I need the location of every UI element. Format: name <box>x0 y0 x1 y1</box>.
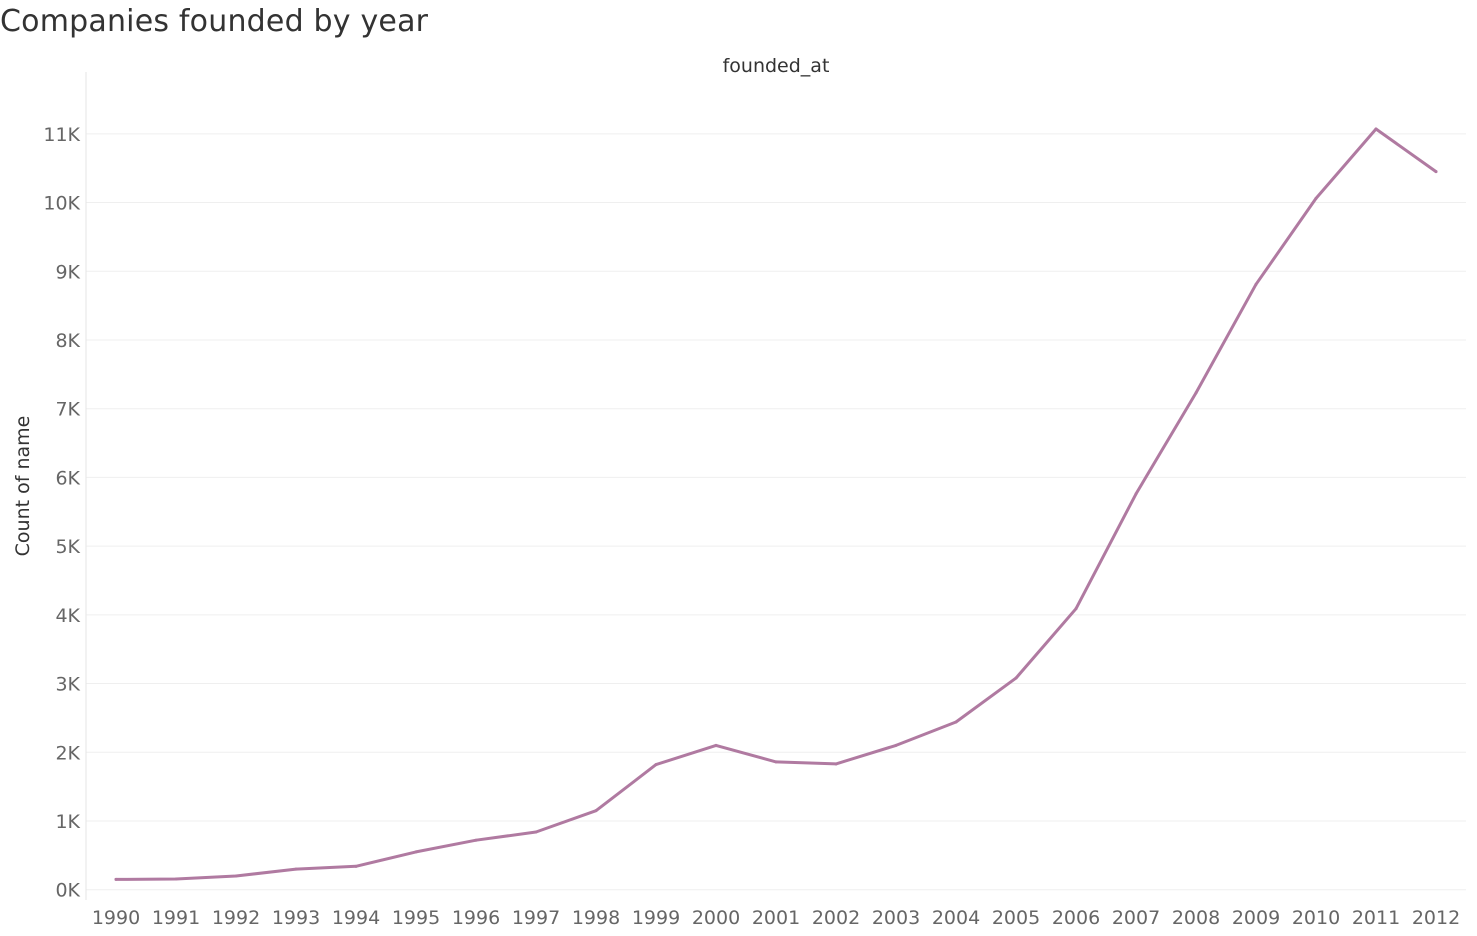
x-tick-label: 2006 <box>1052 907 1100 929</box>
x-tick-label: 2004 <box>932 907 980 929</box>
data-point[interactable] <box>774 760 778 764</box>
y-tick-label: 5K <box>55 536 80 558</box>
data-point[interactable] <box>894 743 898 747</box>
data-point[interactable] <box>594 809 598 813</box>
data-point[interactable] <box>234 874 238 878</box>
chart-title: Companies founded by year <box>0 4 429 39</box>
x-tick-label: 1994 <box>332 907 380 929</box>
x-tick-label: 1999 <box>632 907 680 929</box>
data-point[interactable] <box>714 743 718 747</box>
data-point[interactable] <box>954 720 958 724</box>
data-point[interactable] <box>174 877 178 881</box>
x-tick-label: 2011 <box>1352 907 1400 929</box>
x-tick-labels: 1990 1991 1992 1993 1994 1995 1996 1997 1998 1999… <box>92 907 1460 929</box>
x-axis-title: founded_at <box>723 55 830 77</box>
data-point[interactable] <box>1194 391 1198 395</box>
x-tick-label: 1995 <box>392 907 440 929</box>
x-tick-label: 2003 <box>872 907 920 929</box>
gridlines <box>86 133 1466 891</box>
data-point[interactable] <box>1374 127 1378 131</box>
data-point[interactable] <box>534 830 538 834</box>
data-point[interactable] <box>414 850 418 854</box>
y-tick-label: 2K <box>55 742 80 764</box>
data-point[interactable] <box>474 838 478 842</box>
y-tick-label: 0K <box>55 880 80 902</box>
x-tick-label: 2007 <box>1112 907 1160 929</box>
data-point[interactable] <box>1134 492 1138 496</box>
x-tick-label: 1992 <box>212 907 260 929</box>
x-tick-label: 2001 <box>752 907 800 929</box>
data-point[interactable] <box>654 763 658 767</box>
x-tick-label: 2012 <box>1412 907 1460 929</box>
series-line <box>114 127 1438 881</box>
x-tick-label: 2005 <box>992 907 1040 929</box>
x-tick-label: 1991 <box>152 907 200 929</box>
y-tick-label: 11K <box>43 124 80 146</box>
data-point[interactable] <box>1014 676 1018 680</box>
y-tick-label: 3K <box>55 674 80 696</box>
data-point[interactable] <box>1434 170 1438 174</box>
data-point[interactable] <box>1254 282 1258 286</box>
y-tick-labels: 0K 1K 2K 3K 4K 5K 6K 7K 8K 9K 10K 11K <box>43 124 80 902</box>
y-tick-label: 6K <box>55 467 80 489</box>
y-tick-label: 9K <box>55 261 80 283</box>
x-tick-label: 1996 <box>452 907 500 929</box>
x-tick-label: 2000 <box>692 907 740 929</box>
y-tick-label: 8K <box>55 330 80 352</box>
data-point[interactable] <box>354 864 358 868</box>
y-tick-label: 10K <box>43 193 80 215</box>
data-point[interactable] <box>114 877 118 881</box>
x-tick-label: 2002 <box>812 907 860 929</box>
x-tick-label: 2010 <box>1292 907 1340 929</box>
x-tick-label: 1990 <box>92 907 140 929</box>
y-axis-title: Count of name <box>12 416 34 557</box>
data-point[interactable] <box>294 867 298 871</box>
y-tick-label: 1K <box>55 811 80 833</box>
data-point[interactable] <box>1074 607 1078 611</box>
y-tick-label: 4K <box>55 605 80 627</box>
y-tick-label: 7K <box>55 399 80 421</box>
data-point[interactable] <box>1314 196 1318 200</box>
x-tick-label: 1998 <box>572 907 620 929</box>
data-point[interactable] <box>834 762 838 766</box>
x-tick-label: 1997 <box>512 907 560 929</box>
x-tick-label: 2008 <box>1172 907 1220 929</box>
x-tick-label: 2009 <box>1232 907 1280 929</box>
series-layer <box>114 127 1438 881</box>
x-tick-label: 1993 <box>272 907 320 929</box>
